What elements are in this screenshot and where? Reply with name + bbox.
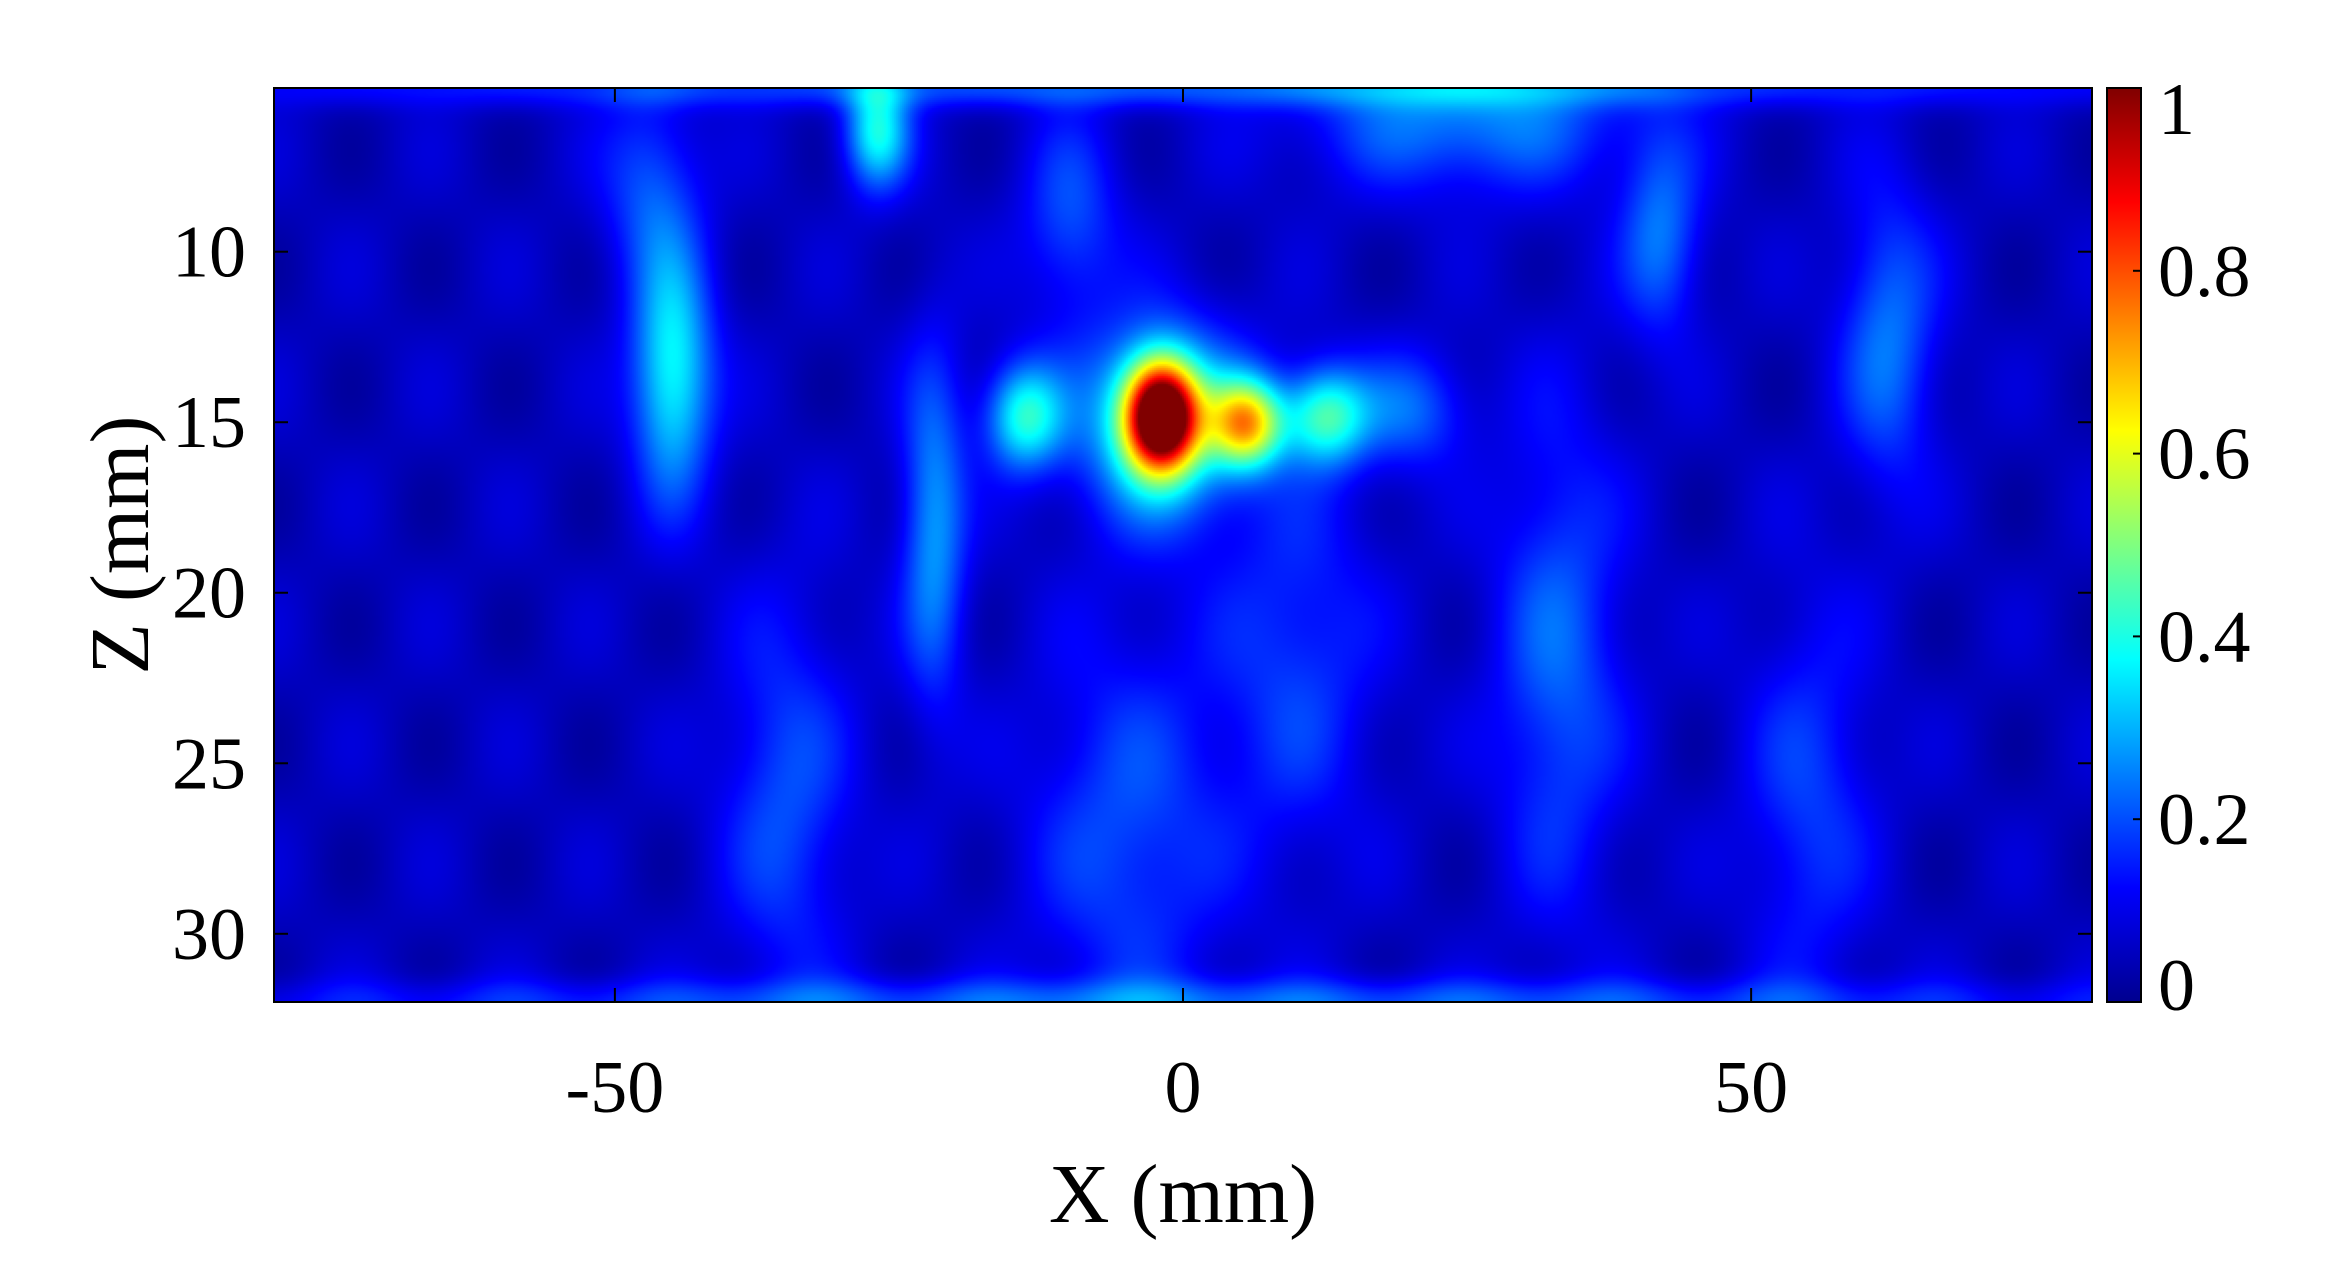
colorbar-tick-label: 0.4 [2158, 596, 2251, 678]
colorbar-gradient [2106, 87, 2142, 1003]
y-tick-label: 30 [172, 894, 246, 976]
colorbar: 0 0.2 0.4 0.6 0.8 1 [2106, 69, 2251, 1027]
x-axis-title: X (mm) [1049, 1148, 1317, 1241]
colorbar-ticks: 0 0.2 0.4 0.6 0.8 1 [2133, 69, 2251, 1027]
heatmap-image [274, 88, 2092, 1002]
y-axis-title: Z (mm) [74, 416, 167, 675]
x-tick-label: 50 [1714, 1047, 1788, 1129]
y-tick-label: 15 [172, 382, 246, 464]
colorbar-tick-label: 0 [2158, 945, 2195, 1027]
y-tick-label: 10 [172, 212, 246, 294]
heatmap-plot-area [273, 87, 2093, 1003]
y-axis: 10 15 20 25 30 [172, 212, 2092, 976]
x-tick-label: 0 [1165, 1047, 1202, 1129]
colorbar-tick-label: 0.8 [2158, 231, 2251, 313]
y-tick-label: 20 [172, 553, 246, 635]
y-tick-label: 25 [172, 723, 246, 805]
x-tick-label: -50 [566, 1047, 665, 1129]
colorbar-tick-label: 1 [2158, 69, 2195, 151]
x-axis: -50 0 50 [566, 88, 1788, 1129]
colorbar-tick-label: 0.6 [2158, 414, 2251, 496]
colorbar-tick-label: 0.2 [2158, 779, 2251, 861]
